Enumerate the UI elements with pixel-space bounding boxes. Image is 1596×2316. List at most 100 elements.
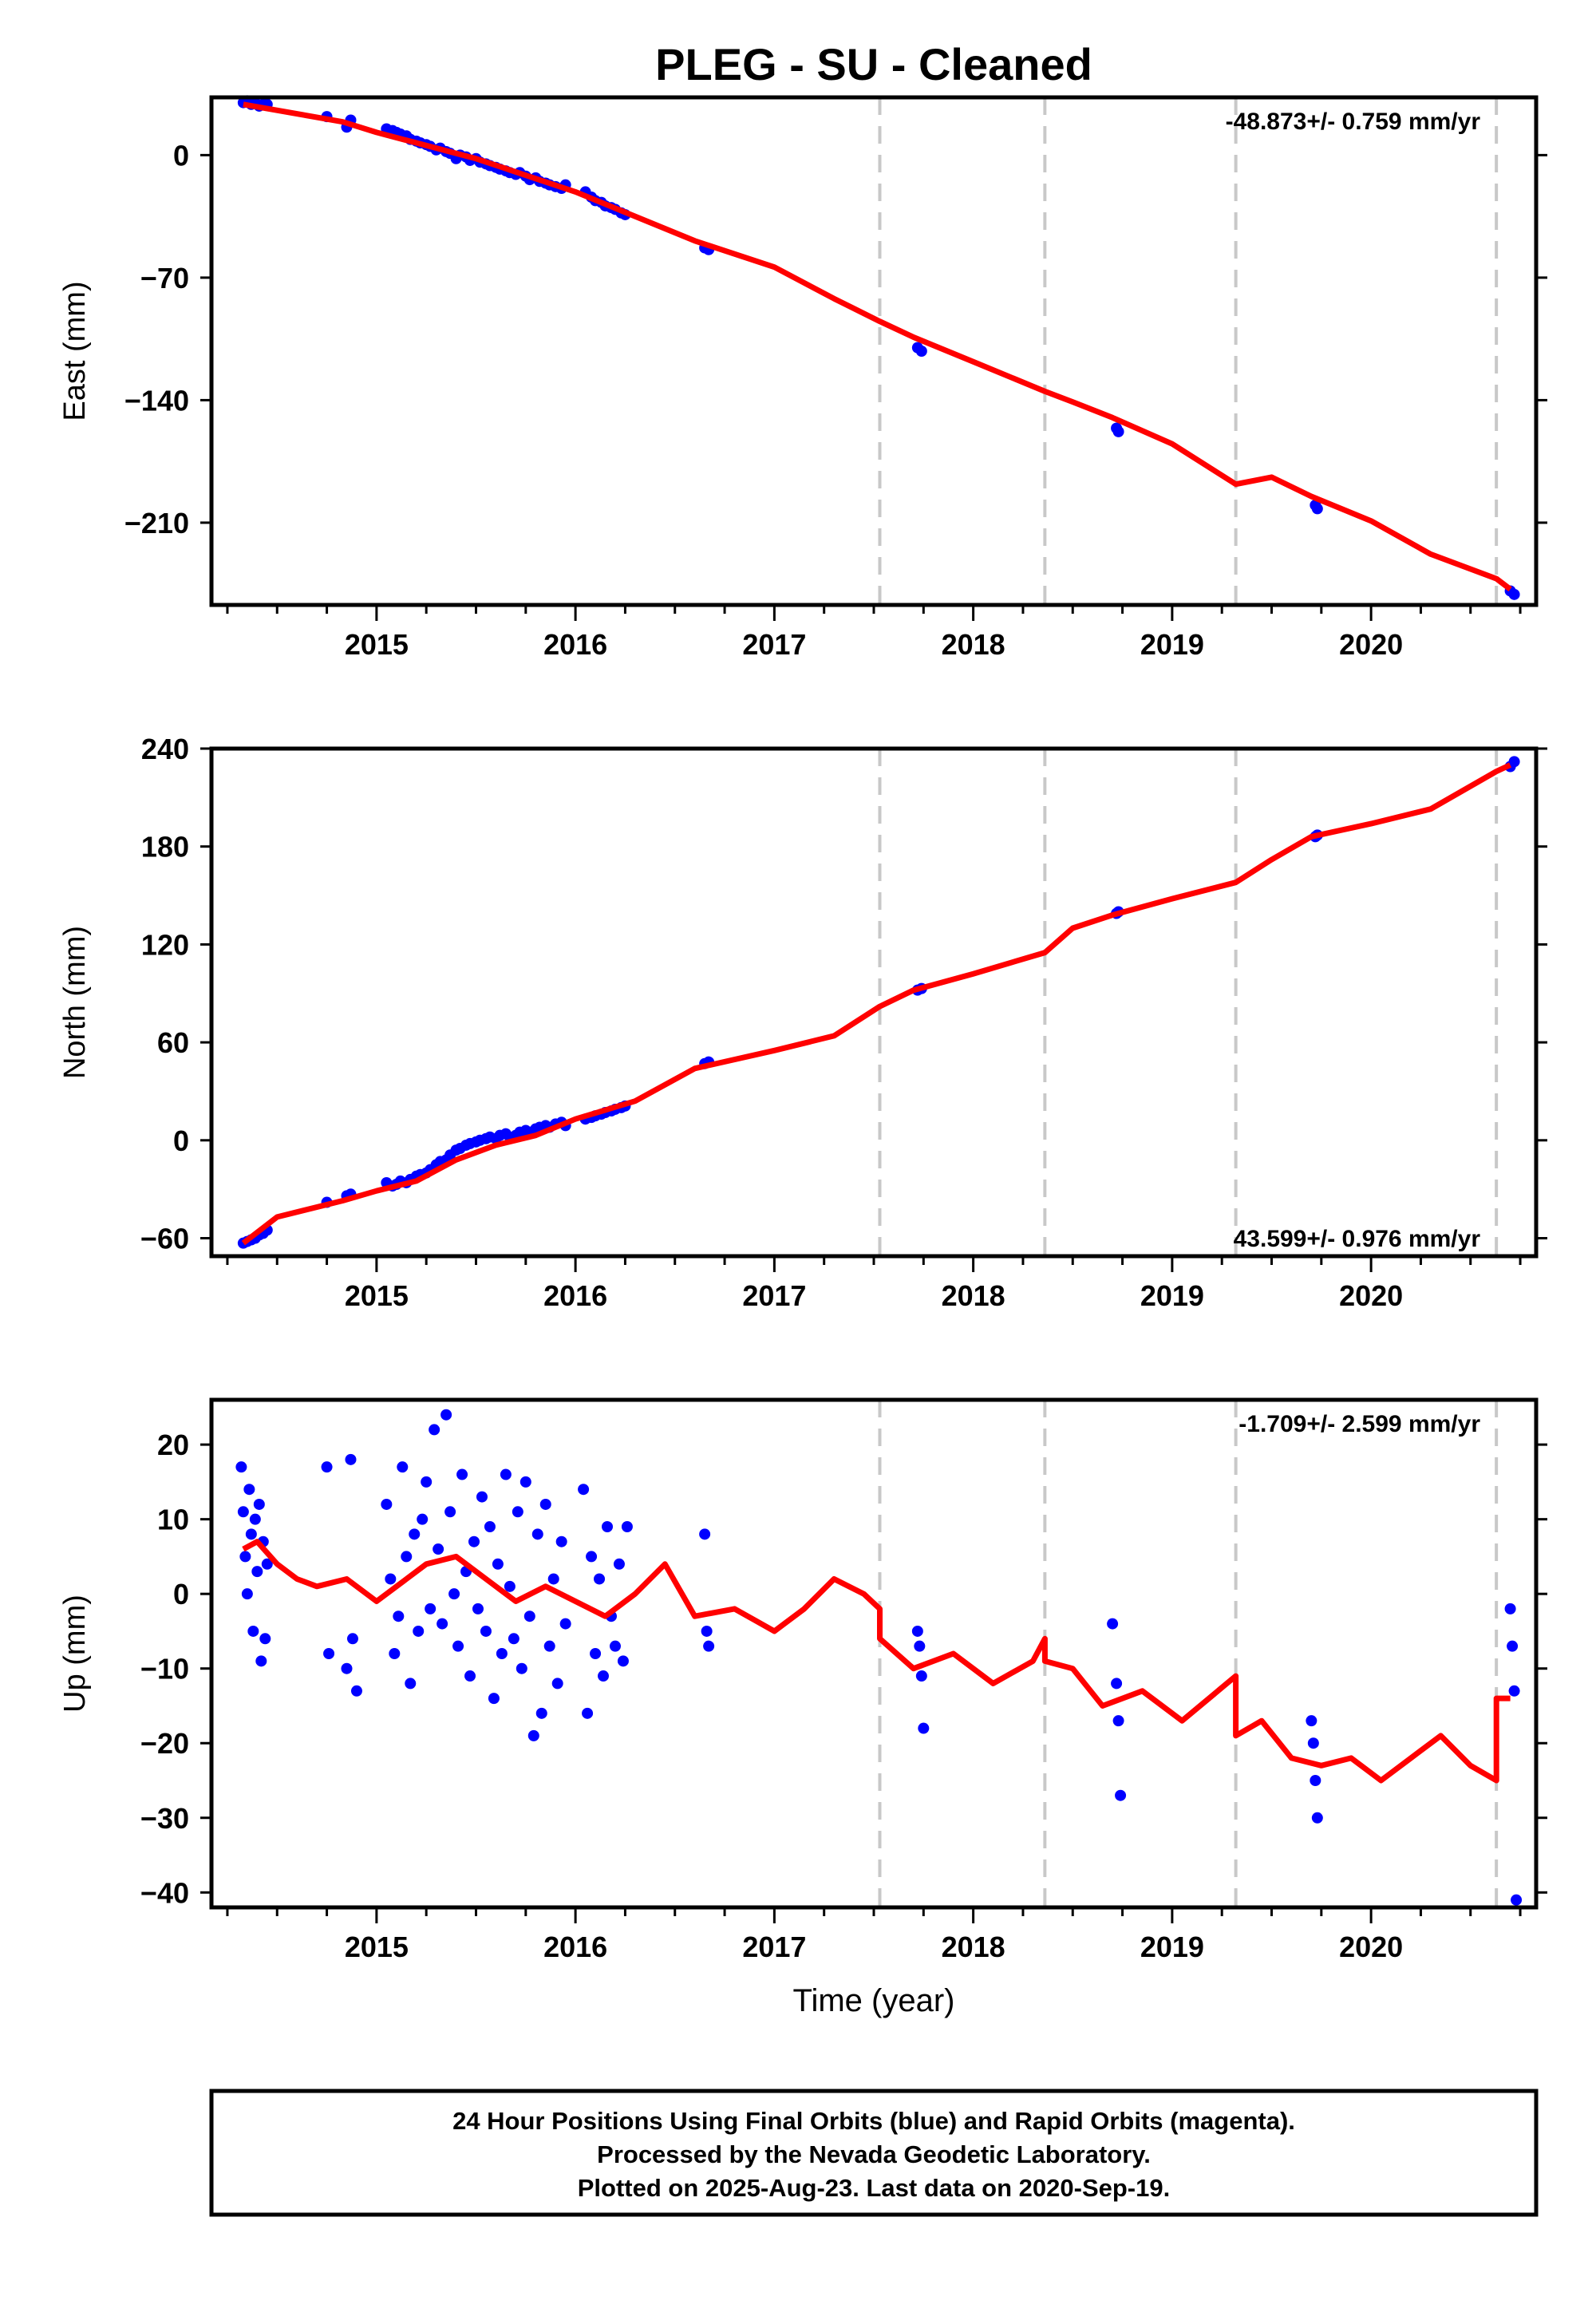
data-point bbox=[444, 1506, 456, 1518]
y-tick-label: −10 bbox=[140, 1653, 189, 1686]
data-point bbox=[1307, 1737, 1319, 1749]
x-tick-label: 2020 bbox=[1339, 1279, 1403, 1312]
data-point bbox=[1504, 1603, 1516, 1614]
data-point bbox=[915, 1670, 927, 1682]
data-point bbox=[496, 1648, 508, 1659]
data-point bbox=[261, 1558, 273, 1570]
data-point bbox=[321, 1461, 333, 1473]
data-point bbox=[237, 1506, 249, 1518]
data-point bbox=[421, 1476, 433, 1488]
data-point bbox=[341, 1662, 353, 1674]
model-line bbox=[241, 762, 1512, 1246]
data-point bbox=[586, 1551, 598, 1563]
data-point bbox=[480, 1625, 492, 1637]
data-point bbox=[590, 1648, 602, 1659]
figure-title: PLEG - SU - Cleaned bbox=[655, 39, 1092, 89]
data-point bbox=[323, 1648, 335, 1659]
data-point bbox=[1112, 1715, 1124, 1727]
y-tick-label: 60 bbox=[157, 1026, 189, 1059]
x-tick-label: 2016 bbox=[543, 628, 607, 661]
data-point bbox=[543, 1640, 555, 1652]
data-point bbox=[409, 1528, 421, 1540]
data-point bbox=[251, 1566, 263, 1578]
data-point bbox=[516, 1662, 527, 1674]
data-point bbox=[582, 1707, 594, 1719]
data-point bbox=[243, 1484, 255, 1496]
x-tick-label: 2019 bbox=[1140, 1931, 1204, 1963]
data-point bbox=[1112, 425, 1124, 437]
data-point bbox=[535, 1707, 547, 1719]
data-point bbox=[508, 1633, 519, 1645]
panel-1: 0 −70 −140 −210 2015 2016 2017 2018 2019 2020 East… bbox=[58, 95, 1547, 661]
data-point bbox=[1306, 1715, 1317, 1727]
footer-box: 24 Hour Positions Using Final Orbits (bl… bbox=[209, 2089, 1539, 2217]
data-point bbox=[1107, 1618, 1119, 1630]
data-point bbox=[701, 1625, 713, 1637]
data-point bbox=[346, 1633, 358, 1645]
x-tick-label: 2018 bbox=[942, 1279, 1005, 1312]
y-tick-label: 240 bbox=[141, 733, 189, 765]
data-point bbox=[401, 1551, 413, 1563]
data-point bbox=[389, 1648, 401, 1659]
data-point bbox=[448, 1588, 460, 1600]
data-point bbox=[621, 1521, 633, 1532]
data-point bbox=[531, 1528, 543, 1540]
data-point bbox=[239, 1551, 251, 1563]
data-point bbox=[476, 1491, 488, 1503]
data-point bbox=[539, 1498, 551, 1510]
data-point bbox=[547, 1573, 559, 1585]
data-point bbox=[1111, 1678, 1123, 1690]
x-tick-label: 2017 bbox=[742, 1931, 806, 1963]
x-axis-label: Time (year) bbox=[793, 1983, 955, 2018]
y-tick-label: −140 bbox=[124, 384, 189, 417]
data-point bbox=[397, 1461, 409, 1473]
y-axis-label: North (mm) bbox=[58, 926, 92, 1079]
data-point bbox=[393, 1611, 405, 1622]
y-axis-label: East (mm) bbox=[58, 281, 92, 421]
x-tick-label: 2018 bbox=[942, 628, 1005, 661]
y-tick-label: 10 bbox=[157, 1504, 189, 1536]
y-tick-label: −210 bbox=[124, 507, 189, 539]
x-tick-label: 2017 bbox=[742, 1279, 806, 1312]
data-point bbox=[405, 1678, 417, 1690]
data-point bbox=[911, 1625, 923, 1637]
x-tick-label: 2015 bbox=[345, 1279, 409, 1312]
data-point bbox=[918, 1722, 930, 1734]
data-point bbox=[259, 1633, 271, 1645]
x-tick-label: 2019 bbox=[1140, 628, 1204, 661]
data-point bbox=[1511, 1894, 1523, 1906]
footer-line-3: Plotted on 2025-Aug-23. Last data on 202… bbox=[578, 2174, 1170, 2202]
x-tick-label: 2016 bbox=[543, 1931, 607, 1963]
data-point bbox=[245, 1528, 257, 1540]
velocity-annotation: 43.599+/- 0.976 mm/yr bbox=[1234, 1226, 1481, 1252]
data-point bbox=[437, 1618, 448, 1630]
data-point bbox=[594, 1573, 606, 1585]
data-point bbox=[488, 1693, 500, 1705]
y-tick-label: −20 bbox=[140, 1727, 189, 1760]
data-point bbox=[598, 1670, 610, 1682]
data-point bbox=[578, 1484, 590, 1496]
x-tick-label: 2020 bbox=[1339, 1931, 1403, 1963]
y-tick-label: −60 bbox=[140, 1223, 189, 1255]
data-point bbox=[472, 1603, 484, 1614]
panels-group: 0 −70 −140 −210 2015 2016 2017 2018 2019 2020 East… bbox=[58, 95, 1547, 1963]
data-point bbox=[413, 1625, 425, 1637]
data-point bbox=[433, 1543, 444, 1555]
velocity-annotation: -48.873+/- 0.759 mm/yr bbox=[1226, 109, 1481, 135]
y-tick-label: 0 bbox=[173, 1124, 189, 1157]
data-point bbox=[519, 1476, 531, 1488]
model-line bbox=[242, 1539, 1511, 1784]
data-point bbox=[613, 1558, 625, 1570]
data-point bbox=[527, 1729, 539, 1741]
model-line bbox=[243, 101, 1512, 592]
data-point bbox=[703, 1640, 715, 1652]
x-tick-label: 2017 bbox=[742, 628, 806, 661]
panel-2: 240 180 120 60 0 −60 2015 2016 2017 2018 2019 2020 N… bbox=[58, 733, 1547, 1312]
data-point bbox=[417, 1513, 429, 1525]
data-point bbox=[617, 1655, 629, 1667]
data-points bbox=[237, 756, 1520, 1249]
data-point bbox=[249, 1513, 261, 1525]
data-point bbox=[609, 1640, 621, 1652]
data-point bbox=[1507, 1640, 1519, 1652]
y-tick-label: 0 bbox=[173, 1578, 189, 1611]
